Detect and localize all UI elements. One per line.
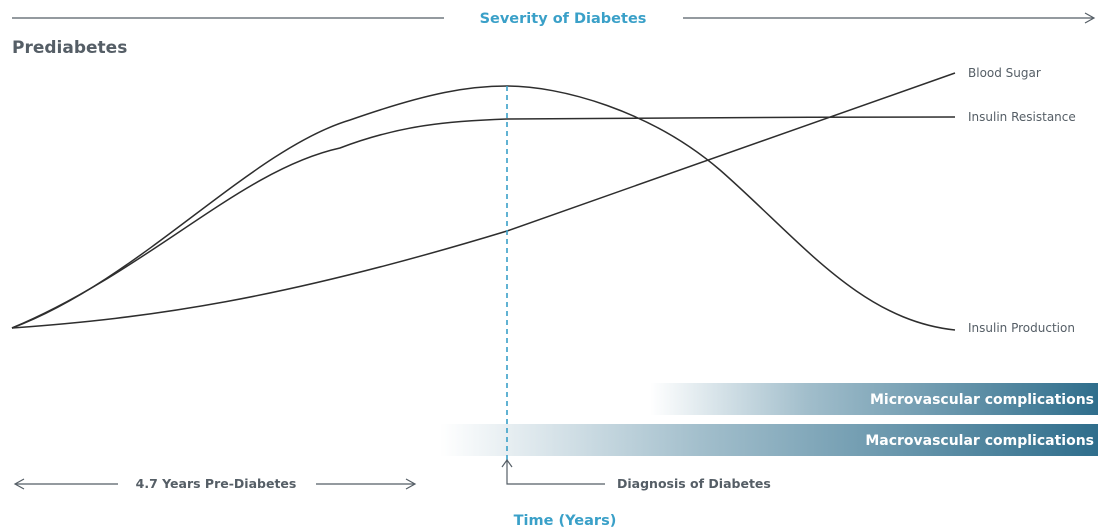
insulin-resistance-curve bbox=[11, 116, 956, 329]
severity-arrow-head-icon bbox=[1084, 12, 1096, 24]
prediabetes-span-left-arrow-icon bbox=[13, 478, 25, 490]
curve-label-blood-sugar: Blood Sugar bbox=[968, 66, 1041, 80]
severity-title: Severity of Diabetes bbox=[480, 11, 647, 27]
time-axis-label: Time (Years) bbox=[514, 513, 617, 529]
diagnosis-leader-line bbox=[506, 460, 605, 485]
prediabetes-label: Prediabetes bbox=[12, 38, 127, 58]
curve-label-insulin-production: Insulin Production bbox=[968, 321, 1075, 335]
microvascular-band bbox=[650, 383, 1098, 415]
microvascular-band-label: Microvascular complications bbox=[870, 392, 1094, 408]
macrovascular-band bbox=[440, 424, 1098, 456]
prediabetes-span-right-arrow-icon bbox=[405, 478, 417, 490]
prediabetes-span-label: 4.7 Years Pre-Diabetes bbox=[136, 476, 297, 491]
blood-sugar-curve bbox=[11, 72, 956, 329]
macrovascular-band-label: Macrovascular complications bbox=[865, 433, 1094, 449]
curve-label-insulin-resistance: Insulin Resistance bbox=[968, 110, 1076, 124]
diagnosis-label: Diagnosis of Diabetes bbox=[617, 476, 771, 491]
